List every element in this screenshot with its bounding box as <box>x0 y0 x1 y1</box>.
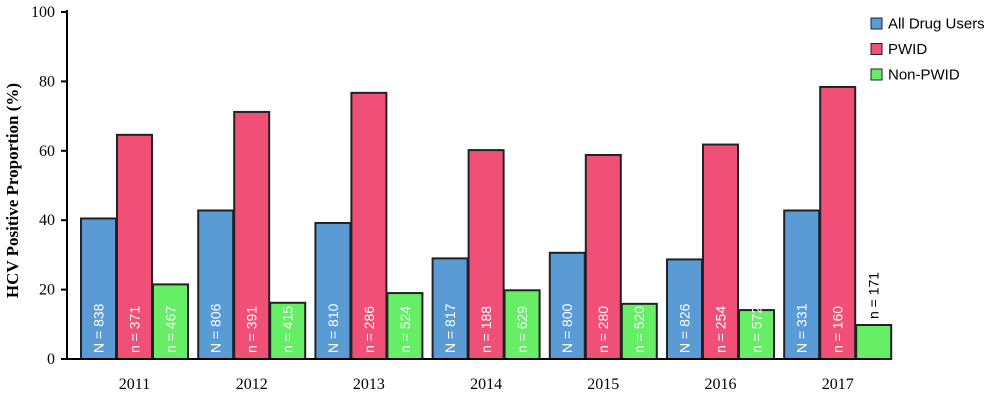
x-tick-label: 2013 <box>353 376 385 393</box>
bar-label: n = 415 <box>280 306 296 353</box>
bar-label: n = 280 <box>595 306 611 353</box>
bar-non-pwid-2014 <box>503 289 541 361</box>
y-axis-title: HCV Positive Proportion (%) <box>3 83 22 298</box>
x-tick-label: 2016 <box>705 376 737 393</box>
bars <box>80 85 893 361</box>
bar-label: n = 371 <box>126 306 142 353</box>
x-axis-ticks: 2011 2012 2013 2014 2015 2016 2017 <box>119 376 854 393</box>
legend-swatch <box>870 43 883 55</box>
bar-label: N = 800 <box>559 303 575 353</box>
legend-label: All Drug Users <box>888 16 985 33</box>
bar-label: N = 817 <box>442 303 458 353</box>
bar-pwid-2011 <box>116 133 153 360</box>
y-axis-ticks: 0 20 40 60 80 100 <box>31 4 67 368</box>
bar-pwid-2012 <box>233 110 271 360</box>
bar-all-drug-users-2015 <box>548 251 586 360</box>
bar-label: n = 520 <box>631 306 647 353</box>
bar-label: n = 629 <box>514 306 530 353</box>
bar-label: N = 806 <box>208 303 224 353</box>
x-tick-label: 2014 <box>470 376 502 393</box>
bar-label: n = 286 <box>361 306 377 353</box>
bar-pwid-2017 <box>819 85 857 361</box>
x-tick-label: 2011 <box>119 376 150 393</box>
y-tick-label: 20 <box>39 282 55 299</box>
bar-label: n = 391 <box>244 306 260 353</box>
x-tick-label: 2017 <box>822 376 854 393</box>
bar-label: n = 171 <box>866 272 882 319</box>
bar-label: n = 160 <box>830 306 846 353</box>
bar-non-pwid-2012 <box>269 301 307 361</box>
bar-non-pwid-2017 <box>855 323 893 360</box>
bar-label: N = 826 <box>676 303 692 353</box>
bar-pwid-2016 <box>702 143 739 360</box>
bar-non-pwid-2011 <box>152 283 189 360</box>
bar-pwid-2013 <box>350 91 388 360</box>
bar-all-drug-users-2014 <box>431 257 469 360</box>
legend-swatch <box>870 17 883 30</box>
y-tick-label: 40 <box>39 212 55 229</box>
legend-swatch <box>870 68 883 81</box>
bar-label: N = 810 <box>325 303 341 353</box>
legend: All Drug Users PWID Non-PWID <box>870 16 985 84</box>
x-tick-label: 2012 <box>236 376 268 393</box>
bar-label: n = 467 <box>162 306 178 353</box>
bar-pwid-2015 <box>584 153 622 360</box>
legend-label: PWID <box>888 41 927 58</box>
bar-label: n = 572 <box>748 306 764 353</box>
y-tick-label: 100 <box>31 4 55 21</box>
y-tick-label: 0 <box>47 351 55 368</box>
x-tick-label: 2015 <box>587 376 619 393</box>
bar-label: n = 254 <box>712 306 728 353</box>
bar-label: n = 524 <box>397 306 413 353</box>
y-tick-label: 60 <box>39 143 55 160</box>
legend-label: Non-PWID <box>888 67 960 84</box>
bar-label: n = 188 <box>478 306 494 353</box>
bar-all-drug-users-2013 <box>314 221 352 360</box>
y-tick-label: 80 <box>39 73 55 90</box>
bar-label: N = 331 <box>794 303 810 353</box>
bar-label: N = 838 <box>90 303 106 353</box>
bar-labels: N = 838 n = 371 n = 467 N = 806 n = 391 n = 4… <box>90 272 881 353</box>
bar-non-pwid-2015 <box>620 302 658 360</box>
